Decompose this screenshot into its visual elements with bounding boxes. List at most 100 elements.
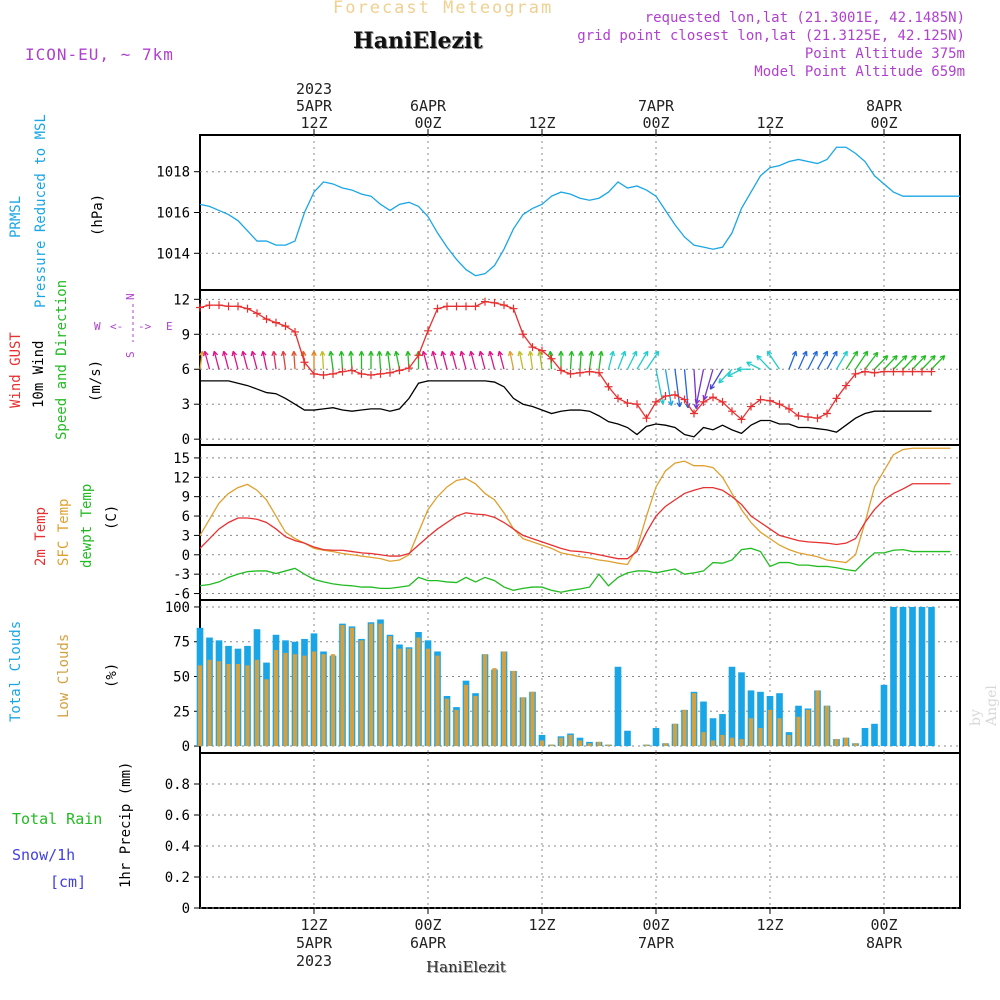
- y-tick-label: -3: [173, 567, 190, 583]
- low-cloud-bar: [521, 697, 525, 746]
- low-cloud-bar: [473, 696, 477, 746]
- total-cloud-bar: [871, 724, 878, 746]
- gust-marker: [263, 315, 271, 323]
- time-label-bottom: 00Z: [870, 916, 897, 934]
- total-cloud-bar: [738, 672, 745, 746]
- y-tick-label: 0: [182, 739, 190, 755]
- gust-marker: [918, 368, 926, 376]
- y-tick-label: 0: [182, 548, 190, 564]
- low-cloud-bar: [796, 717, 800, 746]
- low-cloud-bar: [844, 738, 848, 746]
- wind-arrow: [827, 351, 837, 369]
- y-tick-label: 12: [173, 292, 190, 308]
- low-cloud-bar: [198, 665, 202, 746]
- y-tick-label: 9: [182, 327, 190, 343]
- time-label-bottom: 5APR: [296, 934, 333, 952]
- low-cloud-bar: [217, 661, 221, 746]
- time-label-top: 5APR: [296, 97, 333, 115]
- low-cloud-bar: [530, 692, 534, 746]
- low-cloud-bar: [454, 710, 458, 746]
- low-cloud-bar: [407, 649, 411, 746]
- gust-marker: [567, 370, 575, 378]
- total-cloud-bar: [653, 728, 660, 746]
- gust-marker: [453, 302, 461, 310]
- gust-marker: [643, 414, 651, 422]
- time-label-bottom: 2023: [296, 952, 332, 970]
- gust-marker: [225, 302, 233, 310]
- low-cloud-bar: [806, 710, 810, 746]
- gust-marker: [633, 400, 641, 408]
- total-cloud-bar: [928, 607, 935, 746]
- wind-arrow: [628, 351, 637, 369]
- wind-arrow: [697, 369, 704, 404]
- wind-arrow: [704, 369, 713, 400]
- low-cloud-bar: [397, 649, 401, 746]
- low-cloud-bar: [388, 636, 392, 746]
- gust-marker: [196, 303, 204, 311]
- y-tick-label: 12: [173, 470, 190, 486]
- wind-arrow: [757, 356, 770, 370]
- low-cloud-bar: [606, 745, 610, 746]
- gust-marker: [244, 305, 252, 313]
- wind-arrow: [637, 351, 648, 369]
- total-cloud-bar: [624, 731, 631, 746]
- low-cloud-bar: [853, 743, 857, 746]
- gust-marker: [215, 301, 223, 309]
- low-cloud-bar: [331, 654, 335, 746]
- y-tick-label: 0: [182, 432, 190, 448]
- gust-marker: [776, 400, 784, 408]
- low-cloud-bar: [274, 650, 278, 746]
- total-cloud-bar: [919, 607, 926, 746]
- gust-marker: [814, 414, 822, 422]
- low-cloud-bar: [511, 671, 515, 746]
- y-tick-label: 6: [182, 509, 190, 525]
- low-cloud-bar: [597, 742, 601, 746]
- gust-marker: [823, 410, 831, 418]
- low-cloud-bar: [673, 724, 677, 746]
- time-label-bottom: 6APR: [410, 934, 447, 952]
- low-cloud-bar: [236, 664, 240, 746]
- gust-marker: [434, 305, 442, 313]
- low-cloud-bar: [264, 679, 268, 746]
- gust-marker: [472, 302, 480, 310]
- panel-frame: [200, 445, 960, 600]
- time-label-bottom: 8APR: [866, 934, 903, 952]
- low-cloud-bar: [255, 660, 259, 746]
- gust-marker: [766, 397, 774, 405]
- low-cloud-bar: [435, 656, 439, 746]
- low-cloud-bar: [302, 656, 306, 746]
- gust-marker: [662, 392, 670, 400]
- total-cloud-bar: [909, 607, 916, 746]
- gust-marker: [367, 371, 375, 379]
- low-cloud-bar: [312, 651, 316, 746]
- total-cloud-bar: [615, 667, 622, 746]
- low-cloud-bar: [749, 718, 753, 746]
- gust-marker: [576, 369, 584, 377]
- y-tick-label: 1014: [156, 246, 190, 262]
- y-tick-label: 3: [182, 397, 190, 413]
- meteogram-chart: 101410161018036912-6-3036912150255075100…: [0, 0, 1000, 1000]
- y-tick-label: 1018: [156, 165, 190, 181]
- gust-marker: [804, 413, 812, 421]
- gust-marker: [386, 369, 394, 377]
- low-cloud-bar: [768, 710, 772, 746]
- low-cloud-bar: [815, 690, 819, 746]
- y-tick-label: 25: [173, 704, 190, 720]
- time-label-top: 2023: [296, 80, 332, 98]
- gust-marker: [234, 302, 242, 310]
- gust-marker: [928, 368, 936, 376]
- low-cloud-bar: [359, 640, 363, 746]
- total-cloud-bar: [862, 728, 869, 746]
- gust-marker: [871, 369, 879, 377]
- time-label-top: 8APR: [866, 97, 903, 115]
- low-cloud-bar: [464, 685, 468, 746]
- gust-marker: [500, 301, 508, 309]
- gust-marker: [443, 302, 451, 310]
- y-tick-label: 1016: [156, 206, 190, 222]
- gust-marker: [899, 368, 907, 376]
- low-cloud-bar: [787, 735, 791, 746]
- low-cloud-bar: [663, 743, 667, 746]
- low-cloud-bar: [682, 710, 686, 746]
- low-cloud-bar: [492, 668, 496, 746]
- y-tick-label: 0.4: [165, 839, 190, 855]
